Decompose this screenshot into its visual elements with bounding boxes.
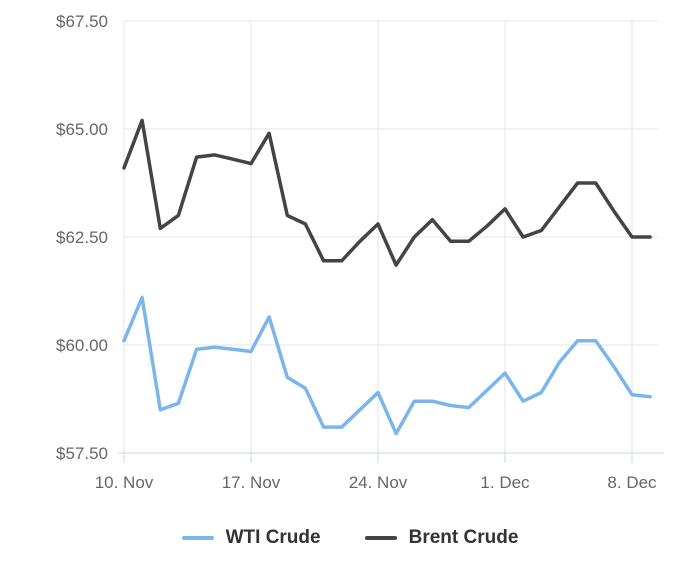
x-axis-tick-label: 8. Dec — [607, 473, 657, 492]
series-lines — [122, 118, 652, 436]
legend-item-wti-crude[interactable]: WTI Crude — [181, 527, 321, 549]
x-axis-labels: 10. Nov 17. Nov 24. Nov 1. Dec 8. Dec — [95, 473, 657, 492]
x-axis-tick-label: 10. Nov — [95, 473, 154, 492]
brent-crude-swatch-icon — [364, 536, 397, 540]
chart-svg: $57.50 $60.00 $62.50 $65.00 $67.50 10. Nov 17… — [56, 12, 664, 492]
y-axis-tick-label: $62.50 — [56, 228, 108, 247]
axis-ticks — [118, 452, 664, 463]
y-axis-tick-label: $65.00 — [56, 120, 108, 139]
wti-crude-swatch-icon — [181, 536, 214, 540]
y-axis-tick-label: $57.50 — [56, 444, 108, 463]
y-axis-tick-label: $60.00 — [56, 336, 108, 355]
chart-legend: WTI Crude Brent Crude — [0, 527, 700, 549]
legend-label-wti-crude: WTI Crude — [225, 527, 321, 548]
brent-crude-line[interactable] — [122, 118, 652, 267]
y-axis-tick-label: $67.50 — [56, 12, 108, 31]
y-axis-labels: $57.50 $60.00 $62.50 $65.00 $67.50 — [56, 12, 108, 463]
gridlines — [123, 20, 658, 454]
x-axis-tick-label: 1. Dec — [480, 473, 530, 492]
legend-item-brent-crude[interactable]: Brent Crude — [364, 527, 519, 549]
wti-crude-line[interactable] — [122, 295, 652, 436]
x-axis-tick-label: 24. Nov — [349, 473, 408, 492]
x-axis-tick-label: 17. Nov — [222, 473, 281, 492]
legend-label-brent-crude: Brent Crude — [408, 527, 519, 548]
